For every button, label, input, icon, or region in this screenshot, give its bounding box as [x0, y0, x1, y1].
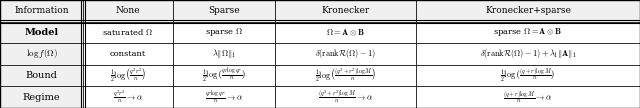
- Text: None: None: [116, 6, 140, 15]
- Bar: [275, 43, 416, 65]
- Text: sparse $\mathbf{\Omega} = \mathbf{A} \otimes \mathbf{B}$: sparse $\mathbf{\Omega} = \mathbf{A} \ot…: [493, 26, 563, 38]
- Text: Regime: Regime: [23, 93, 60, 102]
- Bar: [173, 65, 275, 86]
- Bar: [0, 43, 83, 65]
- Bar: [0, 86, 83, 108]
- Text: Sparse: Sparse: [208, 6, 240, 15]
- Text: $\log f(\mathbf{\Omega})$: $\log f(\mathbf{\Omega})$: [26, 48, 58, 60]
- Bar: [0, 65, 83, 86]
- Bar: [83, 86, 173, 108]
- Bar: [275, 22, 416, 43]
- Text: $\delta\left(\mathrm{rank}\mathcal{R}(\mathbf{\Omega})-1\right)$: $\delta\left(\mathrm{rank}\mathcal{R}(\m…: [315, 48, 376, 60]
- Bar: [275, 0, 416, 22]
- Text: constant: constant: [110, 50, 146, 58]
- Bar: [0, 0, 83, 22]
- Text: $\frac{(q+r)\log M}{n} \to \alpha$: $\frac{(q+r)\log M}{n} \to \alpha$: [503, 89, 553, 105]
- Bar: [416, 22, 640, 43]
- Bar: [173, 43, 275, 65]
- Bar: [416, 65, 640, 86]
- Bar: [173, 22, 275, 43]
- Text: Bound: Bound: [26, 71, 58, 80]
- Bar: [173, 0, 275, 22]
- Text: $\frac{q^2r^2}{n} \to \alpha$: $\frac{q^2r^2}{n} \to \alpha$: [113, 89, 143, 105]
- Text: $\lambda\|\mathbf{\Omega}\|_1$: $\lambda\|\mathbf{\Omega}\|_1$: [212, 48, 236, 60]
- Bar: [275, 86, 416, 108]
- Text: $\delta\left(\mathrm{rank}\mathcal{R}(\mathbf{\Omega})-1\right)+\lambda_1\|\math: $\delta\left(\mathrm{rank}\mathcal{R}(\m…: [479, 48, 577, 60]
- Text: $\frac{qr\log qr}{n} \to \alpha$: $\frac{qr\log qr}{n} \to \alpha$: [205, 89, 243, 105]
- Bar: [83, 43, 173, 65]
- Text: Kronecker: Kronecker: [321, 6, 370, 15]
- Bar: [173, 86, 275, 108]
- Text: $\frac{1}{2}\log\left(\frac{q^2r^2}{n}\right)$: $\frac{1}{2}\log\left(\frac{q^2r^2}{n}\r…: [110, 67, 146, 84]
- Text: Information: Information: [14, 6, 69, 15]
- Text: $\frac{(q^2+r^2)\log M}{n} \to \alpha$: $\frac{(q^2+r^2)\log M}{n} \to \alpha$: [318, 89, 373, 105]
- Bar: [416, 43, 640, 65]
- Text: sparse $\mathbf{\Omega}$: sparse $\mathbf{\Omega}$: [205, 26, 243, 38]
- Bar: [275, 65, 416, 86]
- Text: $\frac{1}{2}\log\left(\frac{(q+r)\log M}{n}\right)$: $\frac{1}{2}\log\left(\frac{(q+r)\log M}…: [500, 67, 556, 84]
- Bar: [83, 0, 173, 22]
- Bar: [83, 22, 173, 43]
- Bar: [83, 65, 173, 86]
- Bar: [416, 0, 640, 22]
- Text: Model: Model: [24, 28, 59, 37]
- Text: saturated $\mathbf{\Omega}$: saturated $\mathbf{\Omega}$: [102, 27, 154, 37]
- Text: $\mathbf{\Omega} = \mathbf{A} \otimes \mathbf{B}$: $\mathbf{\Omega} = \mathbf{A} \otimes \m…: [326, 27, 365, 37]
- Text: $\frac{1}{2}\log\left(\frac{(q^2+r^2)\log M}{n}\right)$: $\frac{1}{2}\log\left(\frac{(q^2+r^2)\lo…: [315, 67, 376, 84]
- Bar: [416, 86, 640, 108]
- Bar: [0, 22, 83, 43]
- Text: $\frac{1}{2}\log\left(\frac{qr\log qr}{n}\right)$: $\frac{1}{2}\log\left(\frac{qr\log qr}{n…: [202, 67, 246, 84]
- Text: Kronecker+sparse: Kronecker+sparse: [485, 6, 571, 15]
